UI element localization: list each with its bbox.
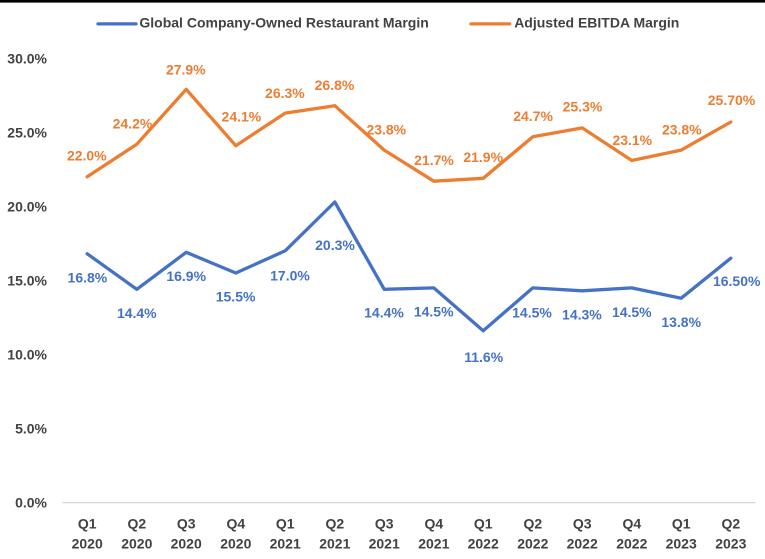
svg-text:2022: 2022 <box>517 535 548 551</box>
svg-text:20.3%: 20.3% <box>315 237 355 253</box>
svg-text:24.2%: 24.2% <box>113 115 153 131</box>
svg-text:16.9%: 16.9% <box>166 268 206 284</box>
svg-text:2021: 2021 <box>270 535 301 551</box>
svg-text:2022: 2022 <box>468 535 499 551</box>
svg-text:Adjusted EBITDA Margin: Adjusted EBITDA Margin <box>514 15 679 31</box>
svg-text:30.0%: 30.0% <box>7 50 47 66</box>
svg-text:Q1: Q1 <box>672 516 691 532</box>
svg-text:21.7%: 21.7% <box>414 152 454 168</box>
svg-text:23.8%: 23.8% <box>366 122 406 138</box>
svg-text:14.5%: 14.5% <box>414 304 454 320</box>
svg-text:16.50%: 16.50% <box>713 273 761 289</box>
svg-text:22.0%: 22.0% <box>67 147 107 163</box>
svg-text:Global Company-Owned Restauran: Global Company-Owned Restaurant Margin <box>139 15 428 31</box>
svg-text:15.5%: 15.5% <box>216 289 256 305</box>
svg-text:Q4: Q4 <box>622 516 641 532</box>
svg-text:2020: 2020 <box>72 535 103 551</box>
svg-text:2022: 2022 <box>567 535 598 551</box>
svg-text:Q3: Q3 <box>177 516 196 532</box>
svg-text:Q1: Q1 <box>78 516 97 532</box>
svg-text:Q2: Q2 <box>325 516 344 532</box>
svg-text:Q4: Q4 <box>424 516 443 532</box>
svg-text:25.3%: 25.3% <box>563 98 603 114</box>
svg-text:15.0%: 15.0% <box>7 273 47 289</box>
svg-text:14.3%: 14.3% <box>562 307 602 323</box>
svg-text:Q2: Q2 <box>127 516 146 532</box>
svg-text:14.4%: 14.4% <box>117 305 157 321</box>
svg-text:Q4: Q4 <box>226 516 245 532</box>
svg-text:16.8%: 16.8% <box>68 270 108 286</box>
svg-text:2021: 2021 <box>369 535 400 551</box>
svg-text:13.8%: 13.8% <box>661 314 701 330</box>
svg-text:23.1%: 23.1% <box>612 132 652 148</box>
svg-text:27.9%: 27.9% <box>166 61 206 77</box>
svg-text:2020: 2020 <box>121 535 152 551</box>
svg-text:14.5%: 14.5% <box>612 304 652 320</box>
svg-text:Q1: Q1 <box>276 516 295 532</box>
svg-text:2023: 2023 <box>666 535 697 551</box>
svg-text:14.5%: 14.5% <box>512 305 552 321</box>
svg-text:2020: 2020 <box>220 535 251 551</box>
svg-text:2022: 2022 <box>616 535 647 551</box>
svg-text:0.0%: 0.0% <box>15 495 47 511</box>
svg-text:Q2: Q2 <box>721 516 740 532</box>
svg-text:26.8%: 26.8% <box>315 77 355 93</box>
svg-text:5.0%: 5.0% <box>15 421 47 437</box>
svg-text:2023: 2023 <box>715 535 746 551</box>
svg-text:20.0%: 20.0% <box>7 198 47 214</box>
svg-text:11.6%: 11.6% <box>464 349 503 365</box>
svg-text:Q1: Q1 <box>474 516 493 532</box>
svg-text:14.4%: 14.4% <box>364 305 404 321</box>
svg-text:10.0%: 10.0% <box>7 347 47 363</box>
svg-text:Q3: Q3 <box>573 516 592 532</box>
svg-text:2021: 2021 <box>418 535 449 551</box>
svg-text:25.0%: 25.0% <box>7 124 47 140</box>
svg-text:2021: 2021 <box>319 535 350 551</box>
svg-text:Q2: Q2 <box>523 516 542 532</box>
svg-text:17.0%: 17.0% <box>270 267 310 283</box>
svg-text:24.7%: 24.7% <box>513 108 553 124</box>
svg-text:26.3%: 26.3% <box>265 85 305 101</box>
svg-text:23.8%: 23.8% <box>662 122 702 138</box>
svg-text:24.1%: 24.1% <box>222 108 262 124</box>
svg-text:Q3: Q3 <box>375 516 394 532</box>
svg-text:2020: 2020 <box>171 535 202 551</box>
svg-text:25.70%: 25.70% <box>708 92 756 108</box>
svg-text:21.9%: 21.9% <box>463 149 503 165</box>
